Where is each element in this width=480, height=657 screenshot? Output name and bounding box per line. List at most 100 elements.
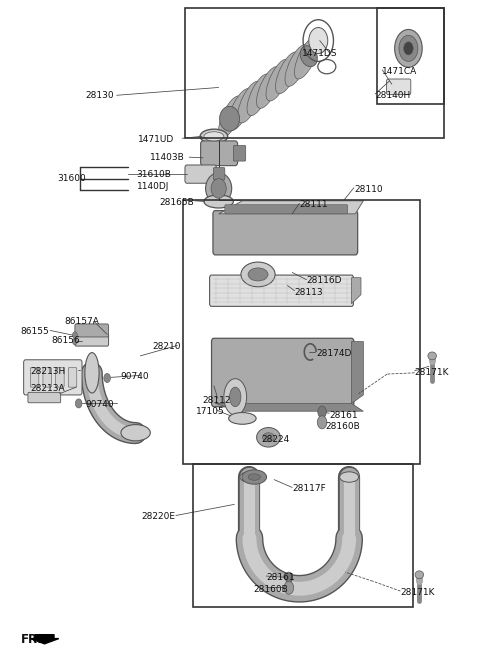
Circle shape — [285, 572, 293, 583]
Text: 86156: 86156 — [52, 336, 80, 346]
Ellipse shape — [241, 262, 275, 287]
Polygon shape — [351, 278, 361, 304]
Ellipse shape — [205, 173, 232, 204]
Bar — [185, 8, 444, 138]
Text: 28165B: 28165B — [159, 198, 194, 206]
Polygon shape — [219, 201, 363, 214]
FancyBboxPatch shape — [185, 165, 216, 183]
Text: 28220E: 28220E — [141, 512, 175, 520]
Ellipse shape — [85, 353, 99, 393]
Polygon shape — [351, 342, 363, 403]
Text: 28213H: 28213H — [30, 367, 66, 376]
Text: 17105: 17105 — [196, 407, 225, 417]
Text: 28160B: 28160B — [253, 585, 288, 594]
Ellipse shape — [242, 470, 266, 484]
Bar — [377, 8, 444, 104]
FancyBboxPatch shape — [75, 333, 108, 346]
Text: 31610B: 31610B — [137, 170, 171, 179]
Ellipse shape — [211, 179, 226, 198]
Ellipse shape — [257, 428, 280, 447]
Ellipse shape — [229, 387, 241, 407]
Ellipse shape — [263, 433, 275, 442]
Text: 28160B: 28160B — [325, 422, 360, 431]
Ellipse shape — [285, 45, 309, 86]
Ellipse shape — [300, 46, 317, 66]
Polygon shape — [30, 635, 59, 644]
Circle shape — [72, 338, 77, 345]
Ellipse shape — [228, 89, 252, 130]
Ellipse shape — [240, 472, 259, 482]
Polygon shape — [216, 403, 363, 411]
Ellipse shape — [428, 352, 436, 360]
Ellipse shape — [415, 571, 424, 579]
Ellipse shape — [294, 37, 318, 79]
Text: 28113: 28113 — [295, 288, 323, 296]
Text: 90740: 90740 — [86, 399, 114, 409]
Circle shape — [318, 406, 326, 418]
Text: 28130: 28130 — [86, 91, 114, 100]
Text: 28110: 28110 — [354, 185, 383, 194]
Circle shape — [72, 332, 77, 338]
Ellipse shape — [248, 268, 268, 281]
Bar — [183, 200, 420, 464]
Circle shape — [104, 373, 110, 382]
FancyBboxPatch shape — [24, 360, 82, 395]
Text: 28116D: 28116D — [306, 277, 342, 285]
Ellipse shape — [256, 66, 280, 108]
Ellipse shape — [248, 474, 261, 480]
Ellipse shape — [224, 378, 247, 415]
Bar — [192, 464, 413, 607]
Ellipse shape — [340, 472, 359, 482]
Text: 28171K: 28171K — [400, 589, 435, 597]
Text: 86155: 86155 — [21, 327, 49, 336]
FancyBboxPatch shape — [75, 324, 108, 337]
Text: 28210: 28210 — [152, 342, 181, 351]
Text: FR.: FR. — [21, 633, 43, 646]
Ellipse shape — [276, 52, 300, 94]
Text: 28213A: 28213A — [30, 384, 65, 393]
Ellipse shape — [228, 413, 256, 424]
Text: 28111: 28111 — [300, 200, 328, 209]
Text: 28224: 28224 — [261, 435, 289, 443]
Ellipse shape — [238, 81, 262, 123]
Text: 28112: 28112 — [202, 396, 230, 405]
Text: 1140DJ: 1140DJ — [137, 182, 169, 191]
Circle shape — [284, 581, 294, 595]
Ellipse shape — [219, 106, 240, 131]
Text: 28174D: 28174D — [316, 349, 351, 358]
Ellipse shape — [218, 96, 242, 138]
Text: 1471CA: 1471CA — [383, 66, 418, 76]
Text: 28161: 28161 — [266, 573, 295, 582]
FancyBboxPatch shape — [212, 338, 354, 407]
Ellipse shape — [204, 132, 224, 141]
Text: 28171K: 28171K — [415, 369, 449, 377]
FancyBboxPatch shape — [28, 392, 60, 403]
FancyBboxPatch shape — [30, 367, 39, 387]
Text: 90740: 90740 — [120, 373, 149, 381]
Text: 31600: 31600 — [57, 174, 86, 183]
FancyBboxPatch shape — [201, 141, 238, 166]
Ellipse shape — [404, 42, 413, 55]
Ellipse shape — [395, 30, 422, 67]
Text: 1471DS: 1471DS — [301, 49, 337, 58]
FancyBboxPatch shape — [213, 211, 358, 255]
Text: 28161: 28161 — [329, 411, 358, 420]
FancyBboxPatch shape — [386, 79, 411, 95]
Text: 86157A: 86157A — [64, 317, 99, 327]
Text: 28140H: 28140H — [375, 91, 410, 100]
FancyBboxPatch shape — [43, 367, 51, 387]
FancyBboxPatch shape — [56, 367, 64, 387]
Circle shape — [317, 416, 327, 429]
Circle shape — [75, 399, 82, 408]
Ellipse shape — [200, 129, 228, 143]
Ellipse shape — [266, 59, 290, 101]
Text: 28117F: 28117F — [292, 484, 326, 493]
Ellipse shape — [121, 424, 150, 441]
Text: 11403B: 11403B — [150, 153, 185, 162]
Ellipse shape — [204, 195, 233, 208]
FancyBboxPatch shape — [214, 168, 225, 180]
Circle shape — [309, 28, 328, 54]
Text: 1471UD: 1471UD — [138, 135, 174, 144]
FancyBboxPatch shape — [225, 205, 348, 214]
FancyBboxPatch shape — [210, 275, 353, 306]
